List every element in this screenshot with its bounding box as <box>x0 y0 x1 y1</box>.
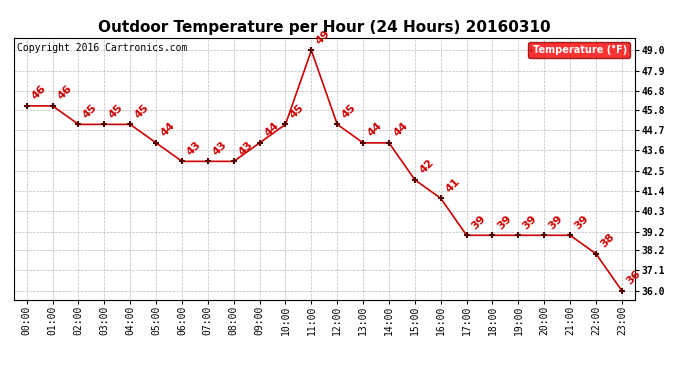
Text: 43: 43 <box>185 139 203 157</box>
Text: 45: 45 <box>340 102 358 120</box>
Text: 46: 46 <box>30 84 48 102</box>
Text: 45: 45 <box>107 102 125 120</box>
Text: Copyright 2016 Cartronics.com: Copyright 2016 Cartronics.com <box>17 43 187 53</box>
Text: 46: 46 <box>55 84 74 102</box>
Text: 44: 44 <box>392 120 410 139</box>
Text: 39: 39 <box>547 213 565 231</box>
Text: 39: 39 <box>521 213 539 231</box>
Text: 41: 41 <box>444 176 462 194</box>
Text: 43: 43 <box>237 139 255 157</box>
Text: 39: 39 <box>469 213 487 231</box>
Text: 39: 39 <box>495 213 513 231</box>
Text: 45: 45 <box>288 102 306 120</box>
Text: 49: 49 <box>314 28 333 46</box>
Legend: Temperature (°F): Temperature (°F) <box>528 42 630 58</box>
Text: 43: 43 <box>210 139 228 157</box>
Text: 36: 36 <box>624 268 642 286</box>
Text: 44: 44 <box>366 120 384 139</box>
Text: 42: 42 <box>417 158 436 176</box>
Text: 44: 44 <box>159 120 177 139</box>
Text: 38: 38 <box>599 232 617 250</box>
Text: 45: 45 <box>81 102 99 120</box>
Text: 45: 45 <box>133 102 151 120</box>
Text: 44: 44 <box>262 120 281 139</box>
Title: Outdoor Temperature per Hour (24 Hours) 20160310: Outdoor Temperature per Hour (24 Hours) … <box>98 20 551 35</box>
Text: 39: 39 <box>573 213 591 231</box>
